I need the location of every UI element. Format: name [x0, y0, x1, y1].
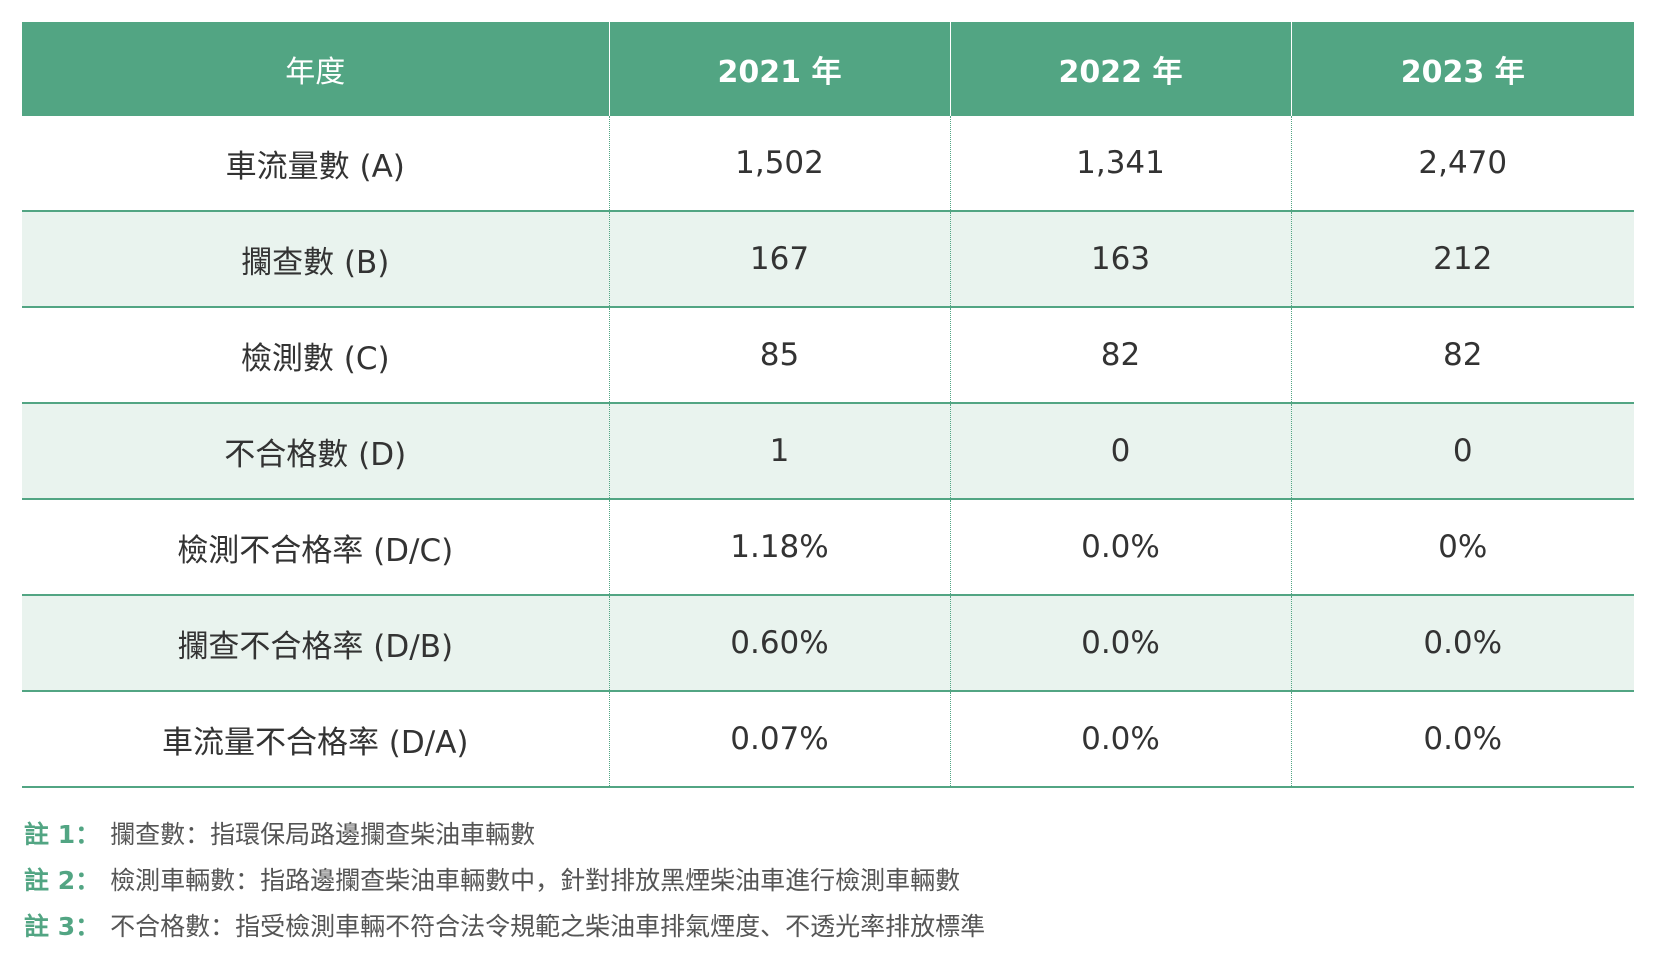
cell-2023: 82 — [1290, 306, 1634, 403]
footnote-label: 註 3： — [24, 912, 101, 941]
header-2021: 2021 年 — [608, 22, 950, 116]
cell-2022: 0.0% — [949, 690, 1291, 788]
table-row: 車流量不合格率 (D/A) 0.07% 0.0% 0.0% — [22, 690, 1634, 788]
cell-2021: 1.18% — [608, 498, 950, 595]
header-2023: 2023 年 — [1290, 22, 1634, 116]
cell-2022: 1,341 — [949, 116, 1291, 211]
footnote: 註 2： 檢測車輛數：指路邊攔查柴油車輛數中，針對排放黑煙柴油車進行檢測車輛數 — [24, 858, 1624, 904]
row-label: 車流量不合格率 (D/A) — [22, 690, 609, 788]
table-row: 不合格數 (D) 1 0 0 — [22, 402, 1634, 499]
cell-2023: 2,470 — [1290, 116, 1634, 211]
cell-2023: 0 — [1290, 402, 1634, 499]
table-header-row: 年度 2021 年 2022 年 2023 年 — [22, 22, 1634, 116]
footnote: 註 1： 攔查數：指環保局路邊攔查柴油車輛數 — [24, 812, 1624, 858]
cell-2021: 85 — [608, 306, 950, 403]
cell-2021: 167 — [608, 210, 950, 307]
row-label: 車流量數 (A) — [225, 148, 405, 185]
cell-2022: 0 — [949, 402, 1291, 499]
cell-2021: 1,502 — [608, 116, 950, 211]
footnote-text: 不合格數：指受檢測車輛不符合法令規範之柴油車排氣煙度、不透光率排放標準 — [110, 912, 986, 941]
cell-2022: 0.0% — [949, 594, 1291, 691]
table-row: 車流量數 (A) 1,502 1,341 2,470 — [22, 116, 1634, 211]
header-year-label: 年度 — [22, 22, 609, 116]
footnote-text: 檢測車輛數：指路邊攔查柴油車輛數中，針對排放黑煙柴油車進行檢測車輛數 — [110, 866, 961, 895]
table-row: 檢測不合格率 (D/C) 1.18% 0.0% 0% — [22, 498, 1634, 595]
cell-2023: 0.0% — [1290, 690, 1634, 788]
cell-2023: 0% — [1290, 498, 1634, 595]
table-row: 攔查不合格率 (D/B) 0.60% 0.0% 0.0% — [22, 594, 1634, 691]
row-label: 檢測不合格率 (D/C) — [22, 498, 609, 595]
footnote-text: 攔查數：指環保局路邊攔查柴油車輛數 — [110, 820, 536, 849]
table-row: 攔查數 (B) 167 163 212 — [22, 210, 1634, 307]
footnotes: 註 1： 攔查數：指環保局路邊攔查柴油車輛數 註 2： 檢測車輛數：指路邊攔查柴油車… — [24, 812, 1624, 950]
footnote-label: 註 2： — [24, 866, 101, 895]
row-label: 攔查不合格率 (D/B) — [22, 594, 609, 691]
header-2022: 2022 年 — [949, 22, 1291, 116]
footnote-label: 註 1： — [24, 820, 101, 849]
footnote: 註 3： 不合格數：指受檢測車輛不符合法令規範之柴油車排氣煙度、不透光率排放標準 — [24, 904, 1624, 950]
row-label: 不合格數 (D) — [22, 402, 609, 499]
row-label: 攔查數 (B) — [22, 210, 609, 307]
data-table-container: 年度 2021 年 2022 年 2023 年 車流量數 (A) 1,502 1… — [22, 22, 1634, 788]
row-label: 檢測數 (C) — [22, 306, 609, 403]
cell-2022: 82 — [949, 306, 1291, 403]
inspection-statistics-table: 年度 2021 年 2022 年 2023 年 車流量數 (A) 1,502 1… — [22, 22, 1634, 788]
cell-2021: 0.60% — [608, 594, 950, 691]
cell-2021: 0.07% — [608, 690, 950, 788]
table-row: 檢測數 (C) 85 82 82 — [22, 306, 1634, 403]
cell-2023: 212 — [1290, 210, 1634, 307]
cell-2022: 163 — [949, 210, 1291, 307]
cell-2022: 0.0% — [949, 498, 1291, 595]
cell-2023: 0.0% — [1290, 594, 1634, 691]
cell-2021: 1 — [608, 402, 950, 499]
